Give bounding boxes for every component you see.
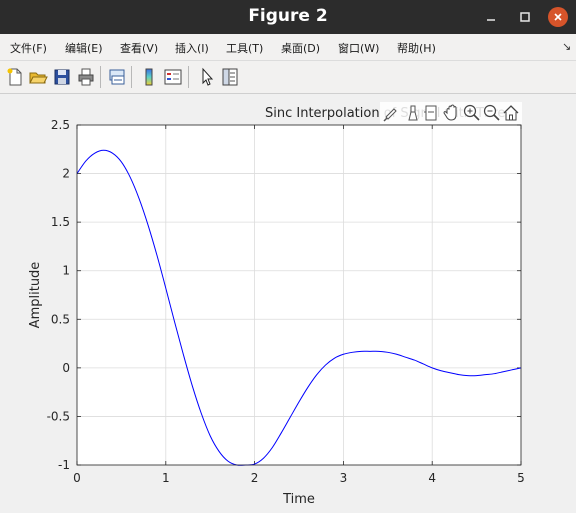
- y-tick-label: -0.5: [47, 409, 70, 423]
- axes-box: [76, 124, 522, 466]
- brush-button[interactable]: [383, 108, 397, 122]
- data-tips-button[interactable]: [408, 105, 418, 121]
- zoom-in-icon: [463, 104, 480, 121]
- x-tick-label: 2: [251, 471, 259, 485]
- toolbar-separator: [188, 66, 189, 88]
- window-title: Figure 2: [248, 6, 328, 26]
- axes-toolbar: [380, 102, 522, 124]
- pan-button[interactable]: [443, 104, 457, 121]
- menu-file[interactable]: 文件(F): [10, 42, 47, 55]
- brush-icon: [383, 108, 397, 122]
- link-plot-icon: [109, 69, 125, 85]
- home-icon: [503, 105, 519, 121]
- print-icon: [78, 68, 94, 86]
- toolbar-separator: [131, 66, 132, 88]
- home-button[interactable]: [503, 105, 519, 121]
- figure-toolbar: [0, 61, 576, 94]
- x-tick-label: 3: [340, 471, 348, 485]
- menu-tools[interactable]: 工具(T): [226, 42, 264, 55]
- legend-button[interactable]: [163, 67, 183, 87]
- print-button[interactable]: [76, 67, 96, 87]
- menu-help[interactable]: 帮助(H): [397, 42, 436, 55]
- colorbar-button[interactable]: [139, 67, 159, 87]
- minimize-icon: [487, 19, 495, 21]
- y-tick-label: -1: [58, 458, 70, 472]
- series-line: [76, 149, 522, 466]
- y-tick-label: 1.5: [51, 215, 70, 229]
- menu-view[interactable]: 查看(V): [120, 42, 159, 55]
- property-inspector-button[interactable]: [220, 67, 240, 87]
- rotate-icon: [424, 105, 437, 121]
- close-icon: [554, 13, 562, 21]
- close-button[interactable]: [548, 7, 568, 27]
- x-tick-label: 0: [73, 471, 81, 485]
- figure-canvas: 0 1 2 3 4 5 -1 -0.5 0 0.5 1 1.5 2 2.5 Sinc Interpolat…: [0, 94, 576, 509]
- zoom-in-button[interactable]: [463, 104, 480, 121]
- pan-icon: [443, 104, 457, 121]
- axis-ticks: 0 1 2 3 4 5 -1 -0.5 0 0.5 1 1.5 2 2.5: [47, 118, 525, 485]
- rotate-button[interactable]: [424, 105, 437, 121]
- y-axis-label: Amplitude: [28, 262, 43, 329]
- open-file-button[interactable]: [28, 67, 48, 87]
- minimize-button[interactable]: [481, 7, 501, 27]
- menu-window[interactable]: 窗口(W): [338, 42, 380, 55]
- y-tick-label: 1: [62, 264, 70, 278]
- data-series: [76, 149, 522, 466]
- save-icon: [54, 69, 70, 85]
- save-button[interactable]: [52, 67, 72, 87]
- menu-overflow-arrow[interactable]: ↘: [562, 40, 572, 53]
- maximize-icon: [520, 12, 530, 22]
- line-chart[interactable]: 0 1 2 3 4 5-1-0.500.511.522.5 Sinc Interpolat…: [0, 94, 576, 509]
- link-plot-button[interactable]: [107, 67, 127, 87]
- toolbar-separator: [100, 66, 101, 88]
- open-file-icon: [29, 72, 48, 84]
- menu-desktop[interactable]: 桌面(D): [281, 42, 321, 55]
- y-tick-label: 2.5: [51, 118, 70, 132]
- y-tick-label: 0.5: [51, 312, 70, 326]
- y-tick-label: 2: [62, 167, 70, 181]
- zoom-out-icon: [483, 104, 500, 121]
- maximize-button[interactable]: [515, 7, 535, 27]
- legend-icon: [164, 69, 182, 85]
- y-tick-label: 0: [62, 361, 70, 375]
- window-titlebar: Figure 2: [0, 0, 576, 34]
- menu-edit[interactable]: 编辑(E): [65, 42, 103, 55]
- new-figure-icon: [7, 68, 22, 86]
- colorbar-icon: [145, 68, 153, 86]
- axes-background: [77, 125, 521, 465]
- property-inspector-icon: [222, 68, 238, 86]
- zoom-out-button[interactable]: [483, 104, 500, 121]
- pointer-icon: [202, 67, 214, 86]
- pointer-button[interactable]: [197, 67, 217, 87]
- x-tick-label: 1: [162, 471, 170, 485]
- menu-insert[interactable]: 插入(I): [175, 42, 209, 55]
- new-figure-button[interactable]: [5, 67, 25, 87]
- data-tips-icon: [408, 105, 418, 121]
- x-tick-label: 4: [428, 471, 436, 485]
- x-tick-label: 5: [517, 471, 525, 485]
- x-axis-label: Time: [282, 492, 315, 507]
- menu-bar: 文件(F) 编辑(E) 查看(V) 插入(I) 工具(T) 桌面(D) 窗口(W…: [0, 34, 576, 61]
